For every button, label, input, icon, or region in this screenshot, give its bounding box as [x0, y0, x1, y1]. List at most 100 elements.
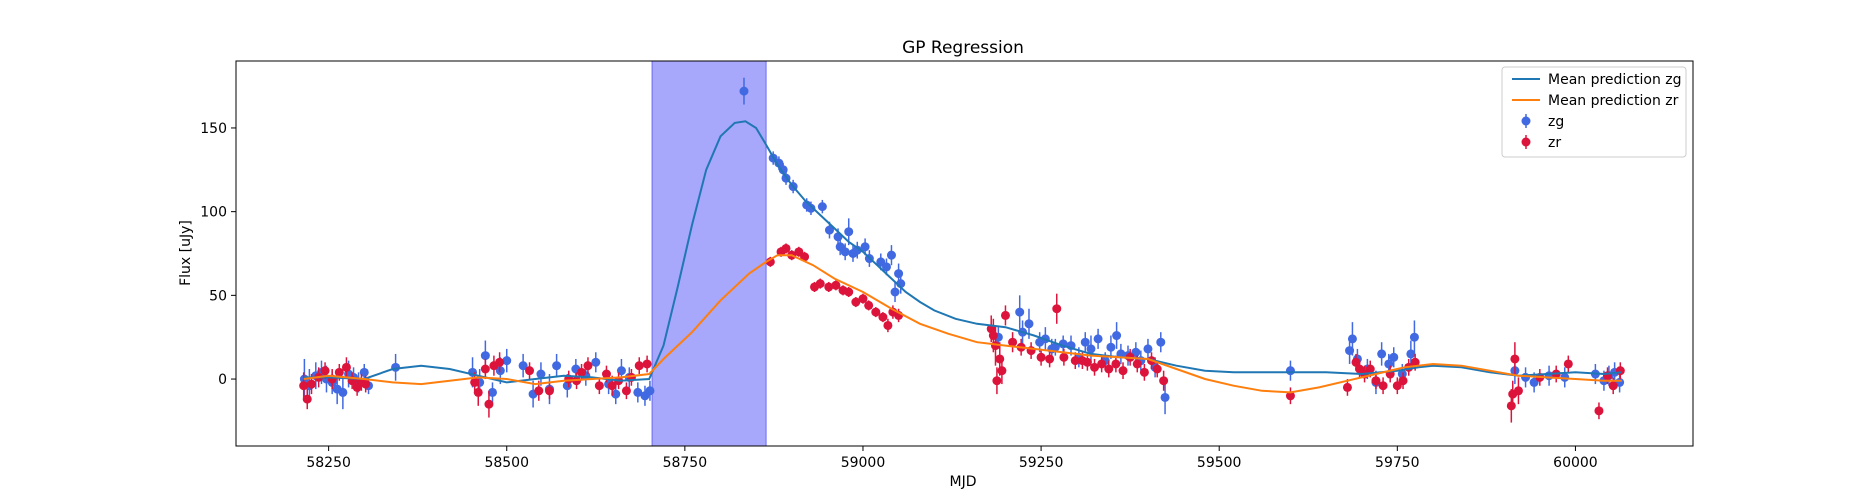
- chart-title: GP Regression: [902, 38, 1024, 58]
- data-point-zr: [1097, 359, 1107, 369]
- data-point-zr: [544, 386, 554, 396]
- data-point-zr: [1118, 366, 1128, 376]
- data-point-zr: [1008, 337, 1018, 347]
- data-point-zr: [995, 354, 1005, 364]
- data-point-zg: [739, 86, 749, 96]
- data-point-zg: [645, 386, 655, 396]
- x-tick-label: 58750: [663, 455, 708, 471]
- data-point-zr: [997, 366, 1007, 376]
- data-point-zr: [601, 369, 611, 379]
- data-point-zr: [1351, 357, 1361, 367]
- data-point-zr: [634, 361, 644, 371]
- data-point-zg: [1406, 349, 1416, 359]
- data-point-zr: [1608, 381, 1618, 391]
- data-point-zr: [1000, 310, 1010, 320]
- data-point-zg: [1389, 352, 1399, 362]
- y-tick-label: 150: [200, 121, 227, 137]
- data-point-zr: [307, 379, 317, 389]
- data-point-zg: [1116, 349, 1126, 359]
- data-point-zg: [886, 250, 896, 260]
- data-point-zg: [338, 387, 348, 397]
- data-point-zr: [815, 279, 825, 289]
- data-point-zr: [1104, 364, 1114, 374]
- data-point-zg: [1086, 344, 1096, 354]
- data-point-zg: [1024, 319, 1034, 329]
- data-point-zg: [852, 245, 862, 255]
- data-point-zg: [844, 227, 854, 237]
- data-point-zg: [1377, 349, 1387, 359]
- legend-box: [1501, 66, 1687, 158]
- data-point-zg: [1080, 337, 1090, 347]
- y-tick-label: 100: [200, 205, 227, 221]
- data-point-zr: [781, 243, 791, 253]
- data-point-zg: [518, 361, 528, 371]
- data-point-zg: [552, 361, 562, 371]
- data-point-zg: [774, 158, 784, 168]
- x-tick-label: 58500: [484, 455, 529, 471]
- data-point-zr: [621, 386, 631, 396]
- data-point-zg: [1143, 344, 1153, 354]
- data-point-zr: [858, 294, 868, 304]
- data-point-zr: [1045, 354, 1055, 364]
- data-point-zr: [1513, 386, 1523, 396]
- data-point-zr: [1615, 366, 1625, 376]
- line-mean-prediction-zg: [303, 120, 1622, 384]
- x-tick-label: 59000: [841, 455, 886, 471]
- data-point-zg: [562, 381, 572, 391]
- data-point-zr: [844, 287, 854, 297]
- data-point-zg: [611, 389, 621, 399]
- legend: Mean prediction zg Mean prediction zr zg zr: [1501, 66, 1687, 158]
- data-point-zr: [1563, 359, 1573, 369]
- legend-marker-swatch: [1521, 116, 1531, 126]
- data-point-zg: [817, 202, 827, 212]
- data-point-zr: [361, 379, 371, 389]
- data-point-zr: [1111, 359, 1121, 369]
- data-point-zr: [1152, 364, 1162, 374]
- data-point-zr: [1285, 391, 1295, 401]
- data-point-zr: [1052, 304, 1062, 314]
- data-point-zr: [320, 366, 330, 376]
- data-point-zr: [1594, 406, 1604, 416]
- data-point-zr: [334, 367, 344, 377]
- data-point-zr: [534, 386, 544, 396]
- data-point-zg: [1409, 332, 1419, 342]
- data-point-zg: [536, 369, 546, 379]
- data-point-zr: [302, 394, 312, 404]
- data-point-zr: [883, 320, 893, 330]
- data-point-zr: [831, 280, 841, 290]
- data-point-zr: [864, 300, 874, 310]
- data-point-zg: [487, 387, 497, 397]
- legend-label: Mean prediction zr: [1548, 93, 1679, 109]
- data-point-zr: [1132, 359, 1142, 369]
- data-point-zg: [1093, 334, 1103, 344]
- x-tick-label: 58250: [306, 455, 351, 471]
- legend-marker-swatch: [1521, 137, 1531, 147]
- data-point-zr: [577, 367, 587, 377]
- data-point-zr: [594, 381, 604, 391]
- data-point-zg: [860, 242, 870, 252]
- data-point-zr: [1342, 382, 1352, 392]
- data-point-zg: [890, 287, 900, 297]
- data-point-zr: [1036, 352, 1046, 362]
- data-point-zg: [1015, 307, 1025, 317]
- data-point-zg: [881, 262, 891, 272]
- data-point-zr: [988, 331, 998, 341]
- data-point-zg: [1560, 372, 1570, 382]
- data-point-zr: [473, 387, 483, 397]
- plot-area: 58250 58500 58750 59000 59250 59500 59750 60000…: [200, 60, 1694, 471]
- data-point-zr: [480, 364, 490, 374]
- data-point-zr: [642, 359, 652, 369]
- data-point-zr: [992, 376, 1002, 386]
- data-point-zg: [1156, 337, 1166, 347]
- legend-label: zg: [1548, 114, 1564, 130]
- data-point-zg: [806, 203, 816, 213]
- x-axis-label: MJD: [950, 474, 977, 490]
- data-point-zr: [341, 362, 351, 372]
- data-point-zr: [470, 377, 480, 387]
- data-point-zr: [484, 399, 494, 409]
- data-point-zr: [1506, 401, 1516, 411]
- data-point-zg: [1050, 342, 1060, 352]
- data-point-zg: [1112, 331, 1122, 341]
- data-point-zr: [1510, 354, 1520, 364]
